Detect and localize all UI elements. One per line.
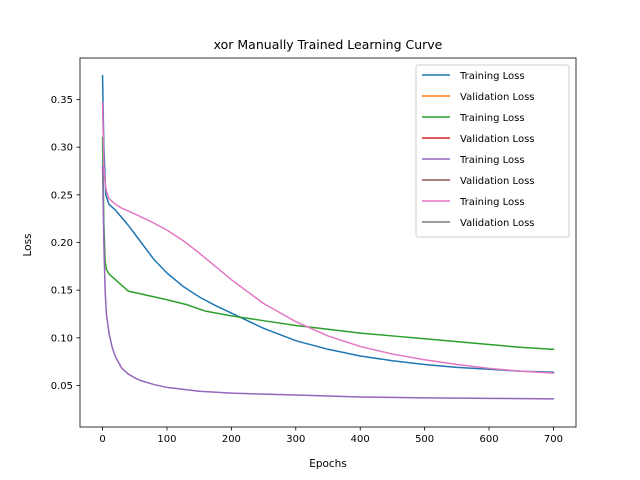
axes-layer: 0 100 200 300 400 500 600 700 0.05 0.10 0.15 0.20 0.… [51, 57, 577, 445]
x-tick-label: 600 [479, 434, 498, 445]
legend-label-6: Validation Loss [460, 176, 535, 187]
legend-label-4: Validation Loss [460, 134, 535, 145]
x-tick-label: 400 [351, 434, 370, 445]
series-line-5 [101, 165, 555, 400]
x-tick-label: 200 [222, 434, 241, 445]
legend-label-8: Validation Loss [460, 218, 535, 229]
chart-title: xor Manually Trained Learning Curve [214, 37, 443, 52]
y-tick-label: 0.15 [51, 286, 73, 297]
y-axis-label: Loss [22, 233, 34, 256]
x-tick-label: 300 [286, 434, 305, 445]
legend-label-3: Training Loss [459, 113, 525, 124]
legend-label-2: Validation Loss [460, 92, 535, 103]
legend-label-5: Training Loss [459, 155, 525, 166]
x-tick-label: 0 [99, 434, 105, 445]
legend-label-1: Training Loss [459, 71, 525, 82]
x-tick-label: 700 [544, 434, 563, 445]
y-tick-label: 0.20 [51, 238, 73, 249]
series-layer [101, 74, 555, 400]
series-line-3 [101, 136, 555, 351]
series-line-7 [101, 101, 555, 374]
x-tick-label: 100 [157, 434, 176, 445]
y-tick-label: 0.05 [51, 381, 73, 392]
y-tick-label: 0.30 [51, 143, 73, 154]
x-axis-label: Epochs [309, 458, 347, 470]
y-tick-label: 0.25 [51, 190, 73, 201]
x-tick-label: 500 [415, 434, 434, 445]
legend-box [415, 64, 570, 238]
legend-label-7: Training Loss [459, 197, 525, 208]
y-tick-label: 0.10 [51, 333, 73, 344]
series-line-1 [101, 74, 555, 373]
legend: Training Loss Validation Loss Training Los… [415, 64, 570, 238]
y-tick-label: 0.35 [51, 95, 73, 106]
